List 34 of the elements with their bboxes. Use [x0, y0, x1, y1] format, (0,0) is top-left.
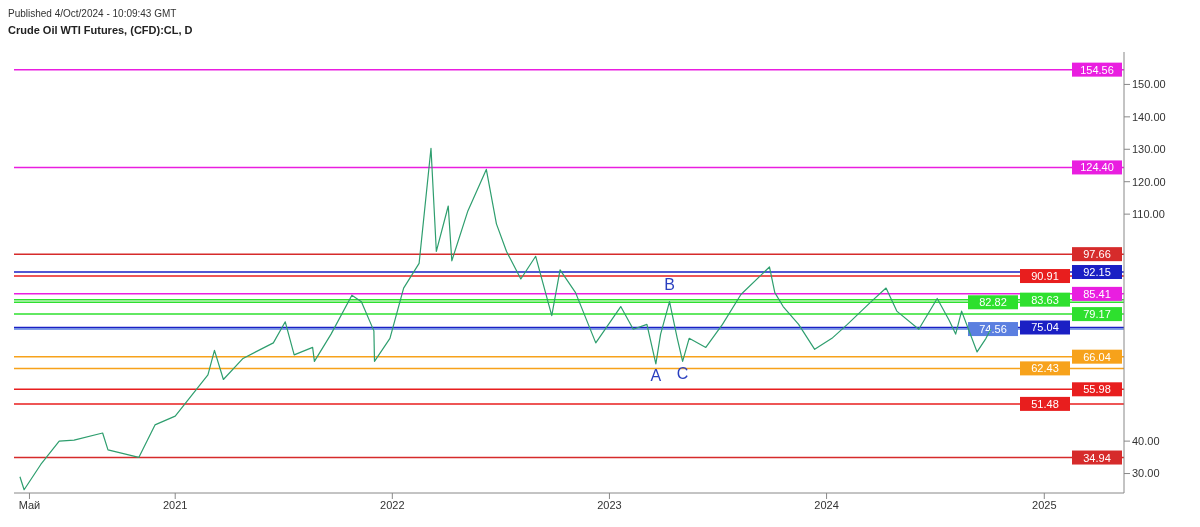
- x-tick-label: Май: [18, 498, 41, 511]
- y-tick-label: 110.00: [1132, 208, 1165, 221]
- chart-title: Crude Oil WTI Futures, (CFD):CL, D: [8, 24, 193, 36]
- ref-line-label: 66.04: [1083, 350, 1111, 363]
- x-tick-label: 2021: [162, 498, 188, 511]
- x-tick-label: 2024: [814, 498, 839, 511]
- annotation: A: [650, 367, 662, 385]
- ref-line-label: 90.91: [1031, 270, 1059, 283]
- ref-line-label: 85.41: [1083, 287, 1111, 300]
- y-tick-label: 140.00: [1132, 110, 1166, 123]
- ref-line-label: 51.48: [1031, 397, 1059, 410]
- y-tick-label: 150.00: [1132, 78, 1166, 91]
- ref-line-label: 75.04: [1031, 321, 1059, 334]
- ref-line-label: 154.56: [1080, 63, 1114, 76]
- y-tick-label: 130.00: [1132, 143, 1166, 156]
- y-tick-label: 30.00: [1132, 467, 1160, 480]
- ref-line-label: 62.43: [1031, 362, 1059, 375]
- text: Published 4/Oct/2024 - 10:09:43 GMT: [8, 8, 177, 19]
- ref-line-label: 97.66: [1083, 248, 1111, 261]
- ref-line-label: 74.56: [979, 323, 1007, 336]
- y-tick-label: 40.00: [1132, 435, 1160, 448]
- ref-line-label: 92.15: [1083, 266, 1111, 279]
- x-tick-label: 2023: [597, 498, 622, 511]
- ref-line-label: 34.94: [1083, 451, 1111, 464]
- ref-line-label: 124.40: [1080, 161, 1114, 174]
- x-tick-label: 2022: [380, 498, 405, 511]
- ref-line-label: 79.17: [1083, 308, 1111, 321]
- ref-line-label: 83.63: [1031, 293, 1059, 306]
- y-tick-label: 120.00: [1132, 175, 1166, 188]
- annotation: C: [676, 364, 689, 382]
- ref-line-label: 55.98: [1083, 383, 1111, 396]
- annotation: B: [664, 275, 675, 293]
- x-tick-label: 2025: [1032, 498, 1057, 511]
- ref-line-label: 82.82: [979, 296, 1007, 309]
